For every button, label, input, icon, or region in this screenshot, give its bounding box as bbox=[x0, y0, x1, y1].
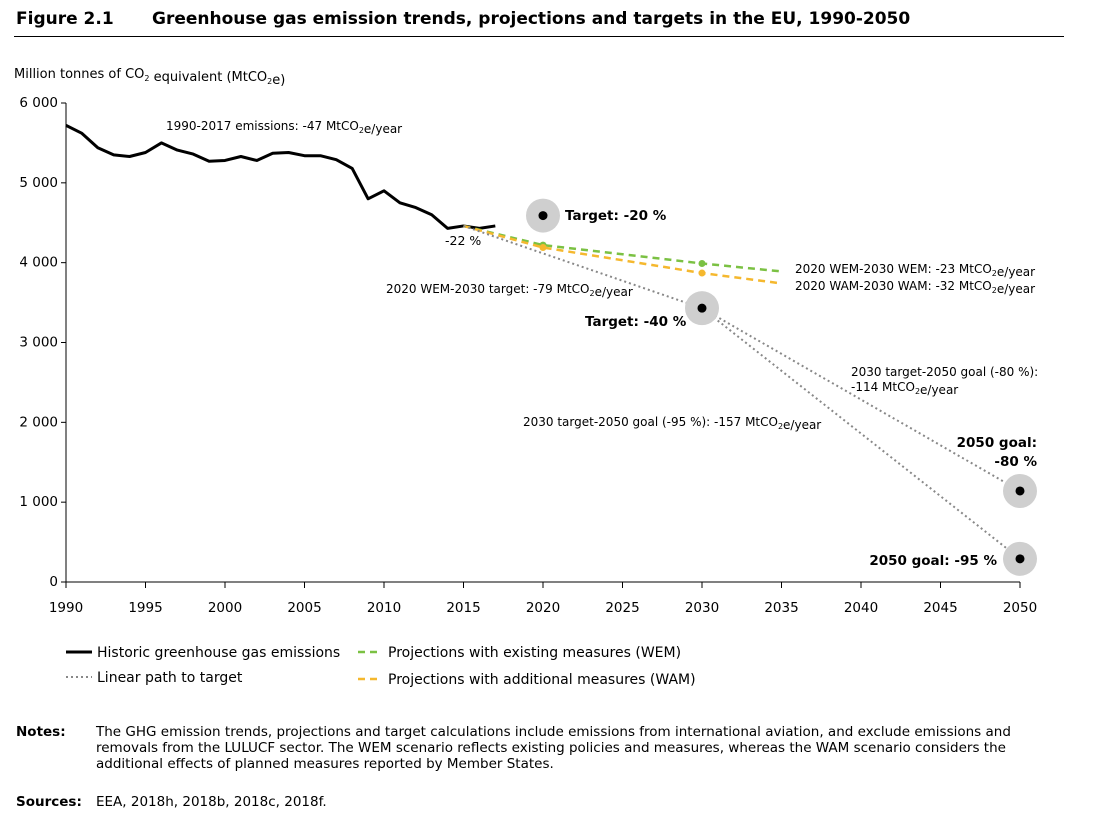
x-tick-label: 2005 bbox=[287, 600, 321, 616]
wam-projection-line bbox=[463, 224, 782, 285]
annotation-2020-change: -22 % bbox=[445, 233, 481, 248]
target-2020-label: Target: -20 % bbox=[565, 208, 667, 224]
x-tick-label: 2050 bbox=[1003, 600, 1037, 616]
annotation-95-path: 2030 target-2050 goal (-95 %): -157 MtCO… bbox=[523, 415, 821, 432]
projection-point bbox=[539, 243, 547, 251]
x-tick-label: 2045 bbox=[923, 600, 957, 616]
target-marker-dot bbox=[697, 303, 707, 313]
x-tick-label: 2000 bbox=[208, 600, 242, 616]
goal-95-label: 2050 goal: -95 % bbox=[869, 553, 997, 569]
x-tick-label: 2025 bbox=[605, 600, 639, 616]
annotation-80-path-line1: 2030 target-2050 goal (-80 %): bbox=[851, 365, 1038, 379]
x-tick-label: 1990 bbox=[49, 600, 83, 616]
goal-80-label-line1: 2050 goal: bbox=[957, 435, 1037, 451]
linear-path-line bbox=[701, 307, 1021, 492]
figure-header: Figure 2.1 Greenhouse gas emission trend… bbox=[14, 6, 1064, 37]
y-tick-label: 6 000 bbox=[19, 95, 58, 111]
target-marker-dot bbox=[538, 211, 548, 221]
linear-path-line bbox=[463, 224, 703, 310]
annotation-wam-trend: 2020 WAM-2030 WAM: -32 MtCO2e/year bbox=[795, 279, 1035, 296]
sources-text: EEA, 2018h, 2018b, 2018c, 2018f. bbox=[96, 794, 327, 810]
annotation-historic-trend: 1990-2017 emissions: -47 MtCO2e/year bbox=[166, 119, 402, 136]
x-tick-label: 1995 bbox=[128, 600, 162, 616]
historic-emissions-line bbox=[65, 124, 496, 230]
x-tick-label: 2040 bbox=[844, 600, 878, 616]
projection-point bbox=[698, 259, 706, 267]
legend-wem-label: Projections with existing measures (WEM) bbox=[388, 645, 681, 661]
projection-point bbox=[698, 269, 706, 277]
figure-number: Figure 2.1 bbox=[16, 9, 114, 29]
y-tick-label: 5 000 bbox=[19, 175, 58, 191]
target-marker-dot bbox=[1015, 554, 1025, 564]
x-tick-label: 2020 bbox=[526, 600, 560, 616]
annotation-80-path-line2: -114 MtCO2e/year bbox=[851, 380, 958, 397]
goal-80-label-line2: -80 % bbox=[994, 454, 1037, 470]
y-tick-label: 3 000 bbox=[19, 335, 58, 351]
x-tick-label: 2035 bbox=[764, 600, 798, 616]
legend-wam-label: Projections with additional measures (WA… bbox=[388, 672, 696, 688]
linear-path-line bbox=[701, 307, 1021, 560]
x-tick-label: 2010 bbox=[367, 600, 401, 616]
y-tick-label: 0 bbox=[49, 574, 58, 590]
notes-text: The GHG emission trends, projections and… bbox=[96, 724, 1011, 772]
target-marker-dot bbox=[1015, 486, 1025, 496]
annotation-wem-target-path: 2020 WEM-2030 target: -79 MtCO2e/year bbox=[386, 282, 633, 299]
target-2030-label: Target: -40 % bbox=[585, 314, 687, 330]
legend-linear-label: Linear path to target bbox=[97, 670, 243, 686]
notes-label: Notes: bbox=[16, 724, 66, 740]
legend-historic-label: Historic greenhouse gas emissions bbox=[97, 645, 340, 661]
emissions-chart: 0 1 000 2 000 3 000 4 000 5 000 6 000 1990 1995 2… bbox=[14, 67, 1038, 688]
y-axis-label: Million tonnes of CO2 equivalent (MtCO2e… bbox=[14, 67, 285, 88]
x-tick-label: 2030 bbox=[685, 600, 719, 616]
figure-title: Greenhouse gas emission trends, projecti… bbox=[152, 9, 911, 29]
y-tick-label: 2 000 bbox=[19, 414, 58, 430]
wem-projection-line bbox=[463, 224, 782, 273]
x-tick-label: 2015 bbox=[446, 600, 480, 616]
annotation-wem-trend: 2020 WEM-2030 WEM: -23 MtCO2e/year bbox=[795, 262, 1035, 279]
sources-label: Sources: bbox=[16, 794, 82, 810]
y-tick-label: 4 000 bbox=[19, 255, 58, 271]
y-tick-label: 1 000 bbox=[19, 494, 58, 510]
